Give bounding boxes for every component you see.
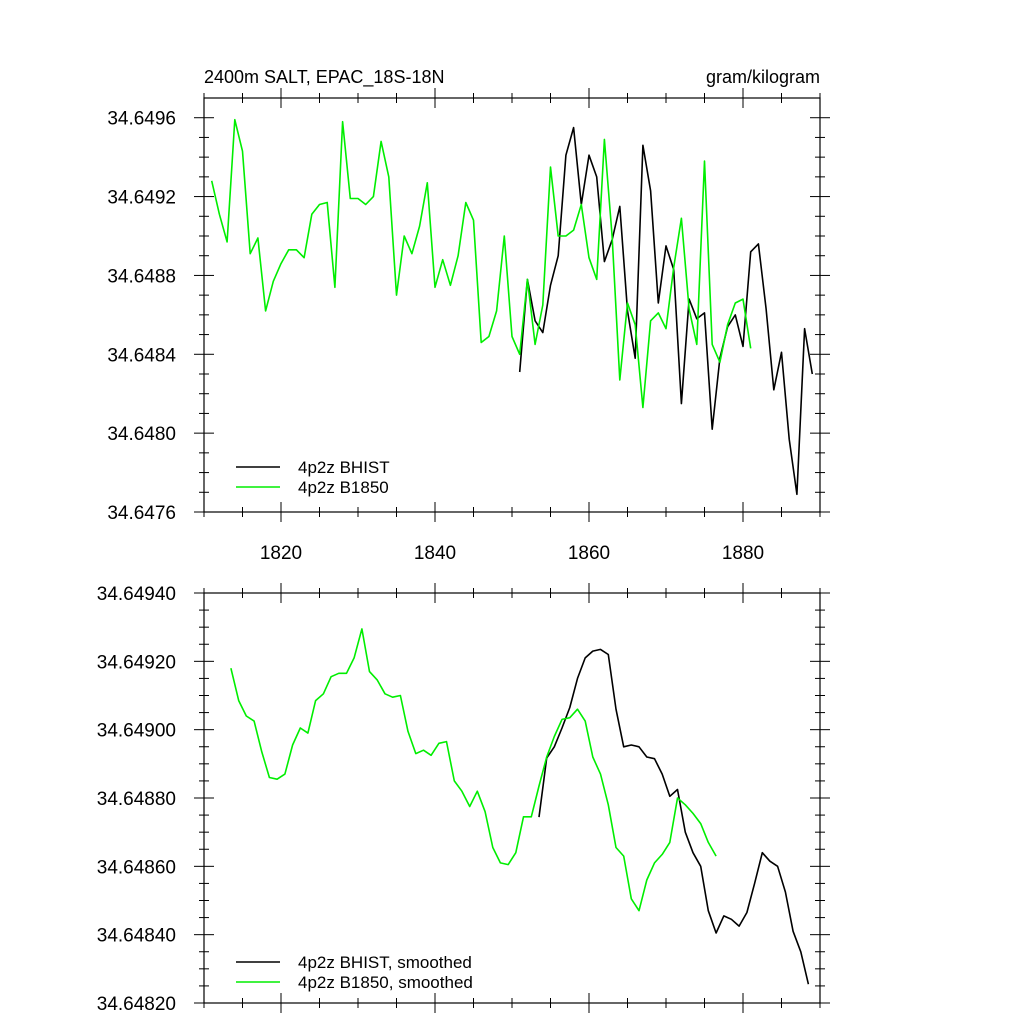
units-label: gram/kilogram [706,67,820,87]
legend-label: 4p2z B1850, smoothed [298,973,473,992]
y-tick-label: 34.6484 [107,345,176,366]
x-tick-label: 1840 [414,543,456,564]
series-line [538,648,810,985]
bottom-panel: 34.64820 34.64840 34.64860 34.64880 34.64900… [97,583,830,1015]
legend-label: 4p2z BHIST, smoothed [298,953,472,972]
top-panel: 1820 1840 1860 1880 34.6476 34.6480 34.6484 34.… [107,67,830,564]
y-tick-label: 34.6476 [107,503,176,524]
y-tick-label: 34.6496 [107,109,176,130]
chart-title: 2400m SALT, EPAC_18S-18N [204,67,444,88]
x-tick-label: 1820 [260,543,302,564]
y-tick-label: 34.64820 [97,994,176,1015]
y-tick-label: 34.6488 [107,266,176,287]
series-line [210,118,752,409]
series-line [230,628,717,912]
x-tick-label: 1880 [722,543,764,564]
y-tick-label: 34.6480 [107,424,176,445]
y-tick-label: 34.6492 [107,188,176,209]
x-tick-label: 1860 [568,543,610,564]
y-tick-label: 34.64840 [97,926,176,947]
legend-label: 4p2z B1850 [298,478,389,497]
y-tick-label: 34.64880 [97,789,176,810]
y-tick-label: 34.64920 [97,652,176,673]
y-tick-label: 34.64900 [97,721,176,742]
plot-frame [203,592,821,1004]
legend-label: 4p2z BHIST [298,458,390,477]
y-tick-label: 34.64940 [97,584,176,605]
y-tick-label: 34.64860 [97,857,176,878]
plot-frame [203,97,821,513]
series-line [518,126,814,496]
